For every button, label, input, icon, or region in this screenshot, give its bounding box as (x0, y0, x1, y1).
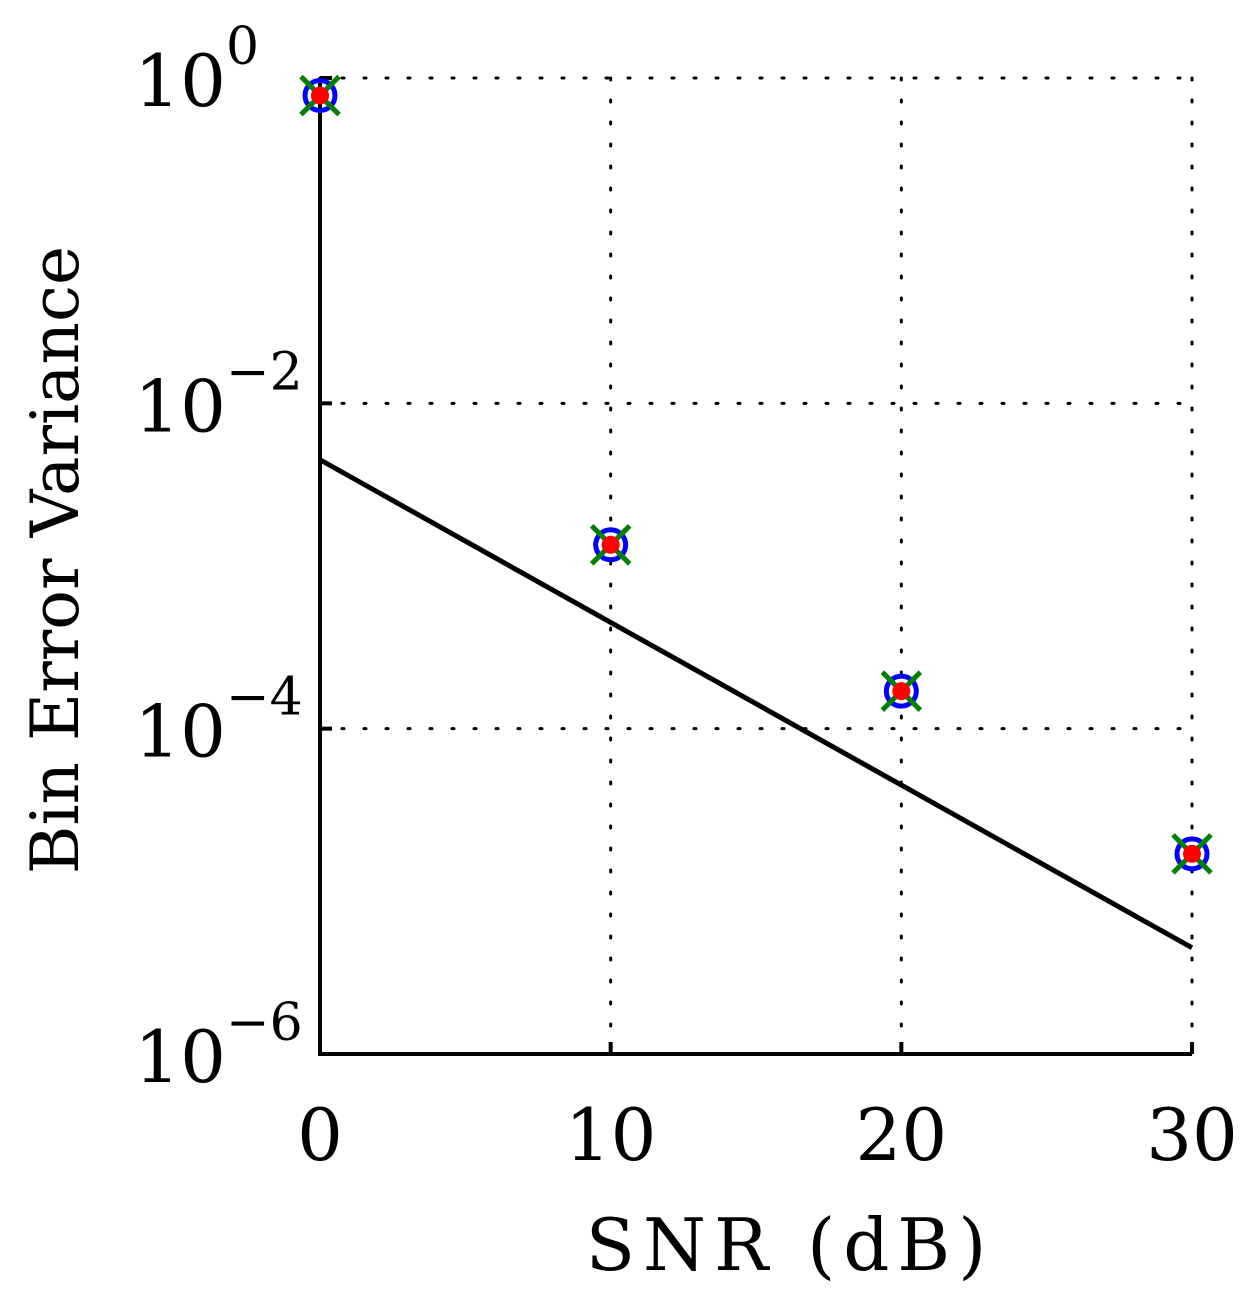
y-tick-label-exponent: −6 (226, 993, 303, 1053)
data-point-dot (1183, 844, 1201, 863)
x-tick-label: 0 (297, 1093, 343, 1177)
x-tick-label: 30 (1146, 1093, 1238, 1177)
grid-layer (318, 76, 1194, 1056)
data-point-dot (601, 535, 620, 554)
x-tick-label: 20 (856, 1093, 948, 1177)
y-tick-label-exponent: −2 (226, 342, 303, 402)
y-tick-label-exponent: −4 (226, 668, 303, 728)
data-point-dot (311, 86, 329, 105)
axes-layer (318, 76, 1194, 1056)
x-axis-title: SNR (dB) (586, 1203, 995, 1287)
y-tick-label-base: 10 (134, 690, 226, 774)
y-tick-label-base: 10 (134, 39, 226, 123)
y-tick-label-exponent: 0 (226, 17, 259, 77)
y-tick-label-base: 10 (134, 1015, 226, 1099)
data-point-circle (593, 527, 629, 563)
data-point-circle (302, 78, 338, 114)
axes-frame (318, 78, 1192, 1056)
series-layer (299, 74, 1213, 950)
y-axis-title: Bin Error Variance (17, 246, 94, 874)
data-point-dot (892, 682, 911, 701)
x-tick-label: 10 (565, 1093, 657, 1177)
y-tick-label-base: 10 (134, 364, 226, 448)
data-point-circle (883, 673, 919, 709)
data-point-circle (1174, 836, 1210, 872)
series-line (318, 457, 1194, 950)
